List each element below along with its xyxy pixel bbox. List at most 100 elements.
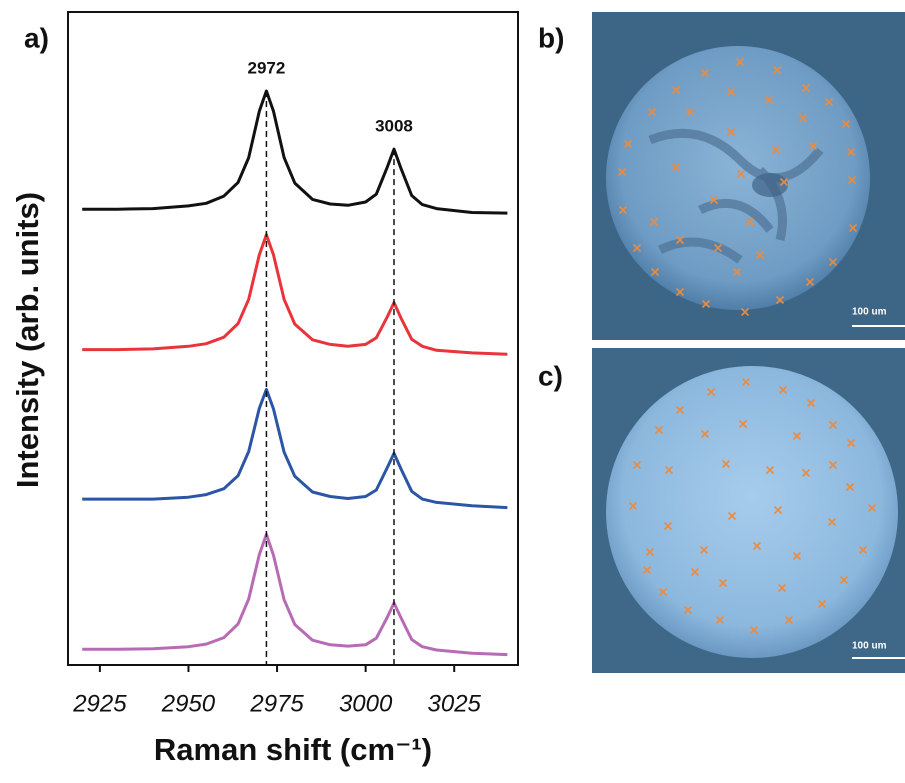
sample-marker [658, 587, 668, 597]
sample-marker [721, 459, 731, 469]
x-tick-label: 3025 [428, 690, 482, 717]
sample-marker [839, 575, 849, 585]
sample-marker [824, 97, 834, 107]
panel-label: b) [538, 22, 564, 53]
sample-marker [617, 167, 627, 177]
peak-label: 2972 [248, 58, 286, 77]
sample-marker [848, 223, 858, 233]
sample-marker [841, 119, 851, 129]
scale-bar-label: 100 um [852, 307, 887, 318]
sample-marker [671, 85, 681, 95]
sample-marker [632, 243, 642, 253]
sample-marker [798, 113, 808, 123]
panel-label: c) [538, 360, 563, 391]
sample-marker [699, 545, 709, 555]
sample-marker [827, 517, 837, 527]
sample-marker [735, 57, 745, 67]
sample-marker [628, 501, 638, 511]
sample-marker [778, 385, 788, 395]
sample-marker [806, 398, 816, 408]
sample-marker [792, 551, 802, 561]
sample-marker [755, 250, 765, 260]
x-tick-label: 2975 [249, 690, 304, 717]
sample-marker [647, 107, 657, 117]
sample-marker [685, 107, 695, 117]
sample-marker [663, 521, 673, 531]
sample-marker [675, 287, 685, 297]
sample-marker [858, 545, 868, 555]
scale-bar-label: 100 um [852, 641, 887, 652]
sample-marker [700, 429, 710, 439]
sample-marker [632, 460, 642, 470]
sample-marker [700, 68, 710, 78]
spectrum-line [82, 387, 508, 510]
sample-marker [709, 195, 719, 205]
sample-marker [828, 460, 838, 470]
sample-marker [740, 307, 750, 317]
sample-marker [738, 419, 748, 429]
sample-marker [765, 465, 775, 475]
sample-marker [675, 235, 685, 245]
plot-frame [67, 11, 519, 666]
x-tick-label: 2925 [72, 690, 127, 717]
sample-marker [828, 257, 838, 267]
sample-marker [675, 405, 685, 415]
sample-marker [784, 615, 794, 625]
sample-marker [715, 615, 725, 625]
sample-marker [752, 541, 762, 551]
sample-marker [846, 438, 856, 448]
sample-marker [845, 482, 855, 492]
sample-marker [801, 468, 811, 478]
sample-marker [706, 387, 716, 397]
sample-marker [671, 162, 681, 172]
sample-marker [726, 127, 736, 137]
sample-marker [736, 169, 746, 179]
sample-marker [805, 277, 815, 287]
sample-marker [749, 625, 759, 635]
sample-marker [664, 465, 674, 475]
spectrum-line [82, 89, 508, 215]
sample-marker [623, 139, 633, 149]
peak-label: 3008 [375, 117, 413, 136]
sample-marker [745, 217, 755, 227]
sample-marker [726, 87, 736, 97]
sample-marker [649, 217, 659, 227]
x-tick-label: 2950 [161, 690, 216, 717]
sample-marker [701, 299, 711, 309]
spectrum-line [82, 233, 508, 356]
sample-marker [817, 599, 827, 609]
sample-marker [683, 605, 693, 615]
sample-marker [771, 145, 781, 155]
spectrum-line [82, 532, 508, 657]
sample-marker [650, 267, 660, 277]
y-axis-title: Intensity (arb. units) [10, 192, 45, 488]
sample-marker [642, 565, 652, 575]
panel-label: a) [24, 22, 49, 53]
sample-marker [713, 243, 723, 253]
sample-marker [741, 377, 751, 387]
sample-marker [727, 511, 737, 521]
sample-marker [777, 583, 787, 593]
sample-marker [808, 141, 818, 151]
x-axis-title: Raman shift (cm⁻¹) [154, 732, 432, 767]
sample-marker [846, 147, 856, 157]
sample-marker [792, 431, 802, 441]
micrograph [592, 12, 905, 340]
sample-marker [618, 205, 628, 215]
sample-marker [718, 578, 728, 588]
x-tick-label: 3000 [339, 690, 393, 717]
sample-marker [764, 95, 774, 105]
sample-marker [654, 425, 664, 435]
sample-marker [828, 420, 838, 430]
sample-marker [772, 65, 782, 75]
sample-marker [690, 567, 700, 577]
sample-marker [867, 503, 877, 513]
sample-marker [801, 83, 811, 93]
sample-marker [645, 547, 655, 557]
sample-marker [847, 175, 857, 185]
sample-marker [779, 177, 789, 187]
sample-marker [732, 267, 742, 277]
micrograph [592, 348, 905, 673]
sample-marker [775, 295, 785, 305]
